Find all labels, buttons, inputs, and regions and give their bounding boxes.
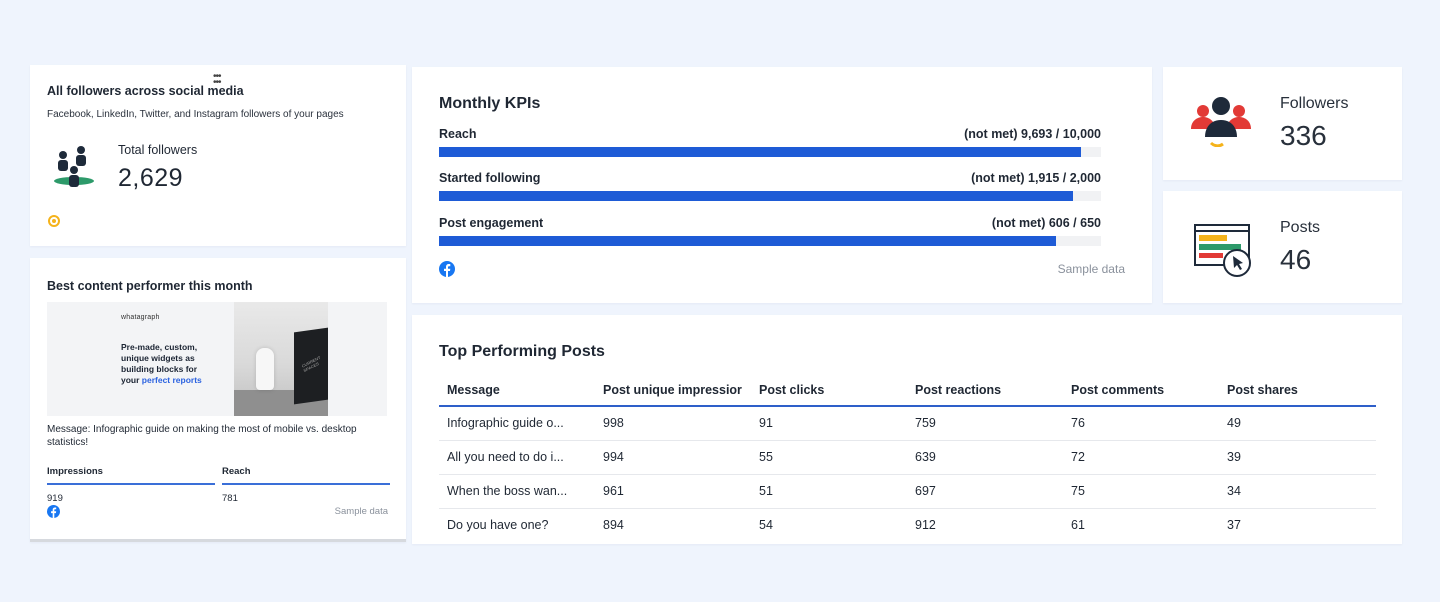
impressions-header: Impressions: [47, 466, 215, 485]
cell-clicks: 51: [751, 474, 907, 509]
followers-stat-card: Followers 336: [1163, 67, 1402, 180]
cell-shares: 34: [1219, 474, 1376, 509]
reach-column: Reach 781: [222, 466, 390, 504]
followers-group-icon: [1189, 95, 1253, 152]
people-group-icon: [52, 143, 96, 198]
cell-clicks: 55: [751, 440, 907, 475]
total-followers-value: 2,629: [118, 164, 184, 192]
cell-comments: 75: [1063, 474, 1219, 509]
kpi-progress-track: [439, 236, 1101, 246]
kpi-progress-track: [439, 191, 1101, 201]
facebook-icon: [439, 261, 455, 282]
followers-value: 336: [1280, 120, 1327, 151]
table-row: When the boss wan... 961 51 697 75 34: [439, 474, 1376, 509]
cell-message: Do you have one?: [447, 518, 549, 533]
kpi-started-following: Started following (not met) 1,915 / 2,00…: [439, 171, 1101, 201]
thumbnail-headline: Pre-made, custom, unique widgets as buil…: [121, 342, 202, 385]
kpi-label: Started following: [439, 171, 541, 185]
cell-comments: 72: [1063, 440, 1219, 475]
reach-value: 781: [222, 493, 238, 504]
column-header-message[interactable]: Message: [439, 376, 595, 407]
cell-reactions: 759: [907, 406, 1063, 441]
facebook-icon: [47, 505, 60, 523]
sample-data-label: Sample data: [1057, 262, 1125, 276]
post-click-icon: [1189, 221, 1253, 284]
cell-comments: 61: [1071, 518, 1085, 533]
cell-shares: 49: [1219, 406, 1376, 441]
impressions-value: 919: [47, 493, 63, 504]
cell-comments: 76: [1063, 406, 1219, 441]
cell-clicks: 54: [759, 518, 773, 533]
drag-handle-icon[interactable]: ••• •••: [213, 71, 221, 88]
column-header-shares[interactable]: Post shares: [1219, 376, 1376, 407]
cell-impressions: 998: [595, 406, 751, 441]
best-content-card: Best content performer this month whatag…: [30, 258, 406, 542]
posts-label: Posts: [1280, 219, 1321, 236]
table-header-row: Message Post unique impressior Post clic…: [439, 376, 1376, 407]
kpi-label: Reach: [439, 127, 477, 141]
cell-message: When the boss wan...: [439, 474, 595, 509]
column-header-impressions[interactable]: Post unique impressior: [595, 376, 751, 407]
status-ring-icon: [48, 215, 60, 227]
card-title: All followers across social media: [47, 84, 244, 98]
top-posts-card: Top Performing Posts Message Post unique…: [412, 315, 1402, 544]
card-title: Monthly KPIs: [439, 95, 541, 112]
table-row: Infographic guide o... 998 91 759 76 49: [439, 406, 1376, 441]
column-header-clicks[interactable]: Post clicks: [751, 376, 907, 407]
kpi-progress-bar: [439, 236, 1057, 246]
column-header-reactions[interactable]: Post reactions: [907, 376, 1063, 407]
cell-reactions: 912: [915, 518, 936, 533]
cell-impressions: 961: [595, 474, 751, 509]
card-subtitle: Facebook, LinkedIn, Twitter, and Instagr…: [47, 109, 344, 120]
table-row: All you need to do i... 994 55 639 72 39: [439, 440, 1376, 475]
cell-message: All you need to do i...: [439, 440, 595, 475]
kpi-reach: Reach (not met) 9,693 / 10,000: [439, 127, 1101, 157]
kpi-post-engagement: Post engagement (not met) 606 / 650: [439, 216, 1101, 246]
reach-header: Reach: [222, 466, 390, 485]
kpi-progress-bar: [439, 147, 1081, 157]
card-title: Top Performing Posts: [439, 343, 605, 360]
cell-message: Infographic guide o...: [439, 406, 595, 441]
total-followers-label: Total followers: [118, 143, 198, 157]
cell-impressions: 894: [603, 518, 624, 533]
impressions-column: Impressions 919: [47, 466, 215, 504]
table-row: Do you have one? 894 54 912 61 37: [439, 508, 1376, 542]
cell-impressions: 994: [595, 440, 751, 475]
post-thumbnail[interactable]: whatagraph Pre-made, custom, unique widg…: [47, 302, 387, 416]
thumbnail-photo: CURRENT SPACES: [234, 302, 328, 416]
top-posts-table: Message Post unique impressior Post clic…: [439, 376, 1376, 542]
kpi-label: Post engagement: [439, 216, 544, 230]
all-followers-card: ••• ••• All followers across social media…: [30, 65, 406, 246]
cell-shares: 39: [1219, 440, 1376, 475]
cell-reactions: 697: [907, 474, 1063, 509]
cell-shares: 37: [1227, 518, 1241, 533]
card-title: Best content performer this month: [47, 279, 253, 293]
monthly-kpis-card: Monthly KPIs Reach (not met) 9,693 / 10,…: [412, 67, 1152, 303]
followers-label: Followers: [1280, 95, 1349, 112]
posts-stat-card: Posts 46: [1163, 191, 1402, 303]
kpi-status: (not met) 606 / 650: [991, 216, 1101, 230]
kpi-progress-track: [439, 147, 1101, 157]
cell-clicks: 91: [751, 406, 907, 441]
thumbnail-brand: whatagraph: [121, 314, 160, 321]
post-message: Message: Infographic guide on making the…: [47, 424, 357, 448]
column-header-comments[interactable]: Post comments: [1063, 376, 1219, 407]
kpi-status: (not met) 1,915 / 2,000: [971, 171, 1101, 185]
sample-data-label: Sample data: [334, 506, 388, 517]
kpi-status: (not met) 9,693 / 10,000: [964, 127, 1101, 141]
posts-value: 46: [1280, 244, 1312, 275]
cell-reactions: 639: [907, 440, 1063, 475]
kpi-progress-bar: [439, 191, 1073, 201]
